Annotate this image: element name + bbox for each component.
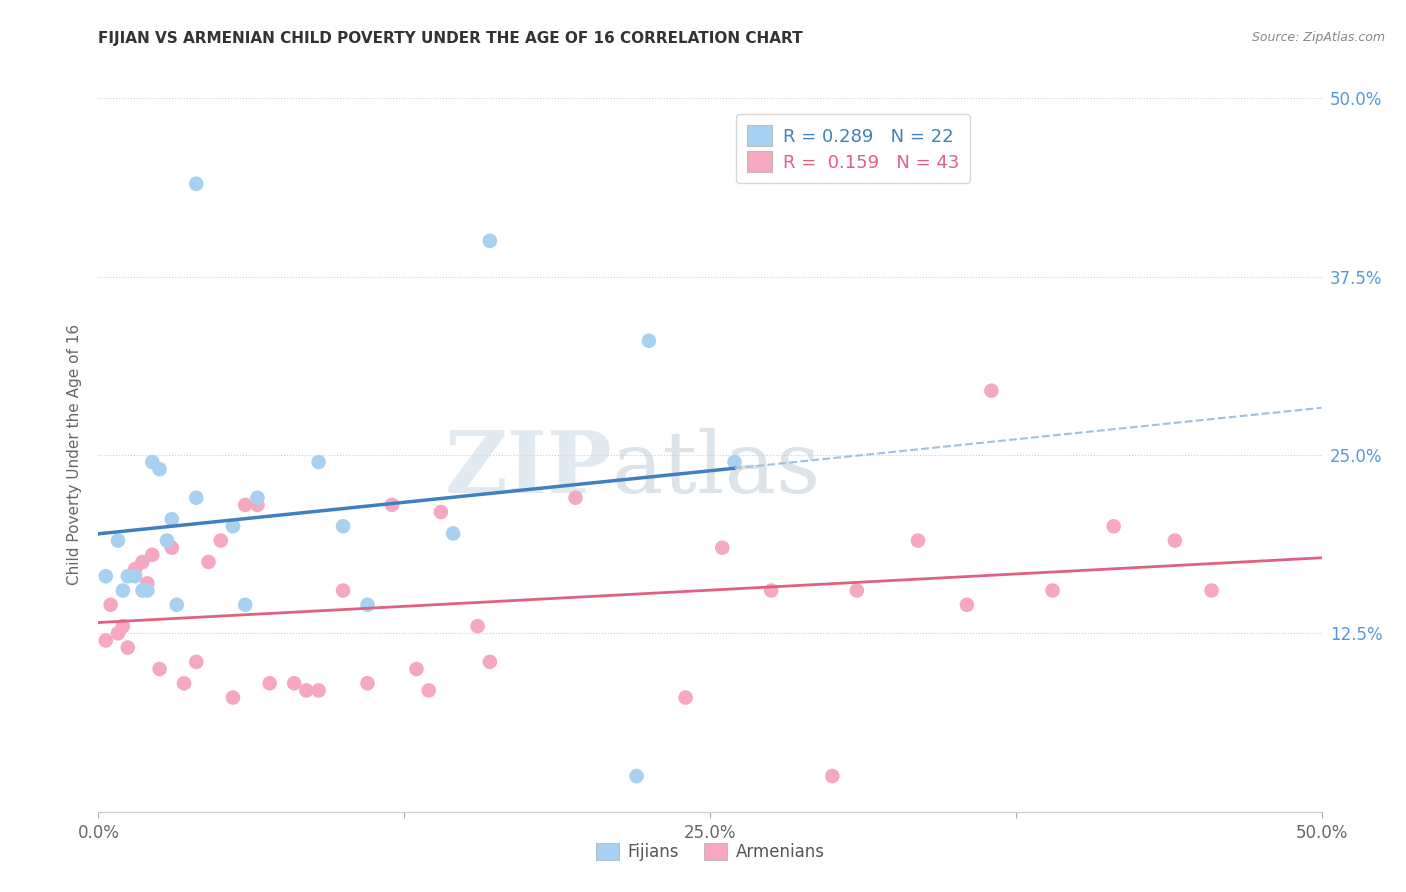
Point bbox=[149, 462, 172, 476]
Point bbox=[418, 683, 440, 698]
Point bbox=[246, 498, 269, 512]
Point bbox=[124, 562, 146, 576]
Point bbox=[626, 769, 648, 783]
Point bbox=[136, 583, 159, 598]
Point bbox=[638, 334, 661, 348]
Point bbox=[1201, 583, 1223, 598]
Point bbox=[711, 541, 734, 555]
Point bbox=[117, 569, 139, 583]
Point bbox=[356, 598, 378, 612]
Point bbox=[1042, 583, 1064, 598]
Point bbox=[246, 491, 269, 505]
Point bbox=[100, 598, 122, 612]
Text: ZIP: ZIP bbox=[444, 427, 612, 511]
Point bbox=[197, 555, 219, 569]
Point bbox=[430, 505, 453, 519]
Point bbox=[186, 491, 208, 505]
Point bbox=[141, 455, 163, 469]
Point bbox=[156, 533, 179, 548]
Point bbox=[111, 619, 134, 633]
Point bbox=[160, 541, 183, 555]
Point bbox=[166, 598, 188, 612]
Point bbox=[381, 498, 404, 512]
Text: Source: ZipAtlas.com: Source: ZipAtlas.com bbox=[1251, 31, 1385, 45]
Point bbox=[149, 662, 172, 676]
Point bbox=[907, 533, 929, 548]
Point bbox=[821, 769, 844, 783]
Point bbox=[283, 676, 305, 690]
Point bbox=[356, 676, 378, 690]
Point bbox=[332, 519, 354, 533]
Point bbox=[136, 576, 159, 591]
Point bbox=[94, 633, 117, 648]
Point bbox=[405, 662, 427, 676]
Point bbox=[1164, 533, 1187, 548]
Point bbox=[107, 533, 129, 548]
Point bbox=[117, 640, 139, 655]
Point bbox=[761, 583, 783, 598]
Point bbox=[209, 533, 232, 548]
Legend: Fijians, Armenians: Fijians, Armenians bbox=[589, 836, 831, 868]
Point bbox=[675, 690, 697, 705]
Point bbox=[564, 491, 586, 505]
Text: atlas: atlas bbox=[612, 427, 821, 511]
Point bbox=[94, 569, 117, 583]
Point bbox=[222, 690, 245, 705]
Point bbox=[107, 626, 129, 640]
Point bbox=[186, 655, 208, 669]
Point bbox=[233, 498, 256, 512]
Point bbox=[131, 583, 153, 598]
Point bbox=[131, 555, 153, 569]
Point bbox=[467, 619, 489, 633]
Point bbox=[723, 455, 745, 469]
Point bbox=[160, 512, 183, 526]
Point bbox=[111, 583, 134, 598]
Point bbox=[308, 683, 330, 698]
Point bbox=[478, 234, 501, 248]
Point bbox=[222, 519, 245, 533]
Point bbox=[956, 598, 979, 612]
Point bbox=[478, 655, 501, 669]
Point bbox=[308, 455, 330, 469]
Point bbox=[124, 569, 146, 583]
Text: FIJIAN VS ARMENIAN CHILD POVERTY UNDER THE AGE OF 16 CORRELATION CHART: FIJIAN VS ARMENIAN CHILD POVERTY UNDER T… bbox=[98, 31, 803, 46]
Point bbox=[332, 583, 354, 598]
Point bbox=[141, 548, 163, 562]
Point bbox=[1102, 519, 1125, 533]
Point bbox=[186, 177, 208, 191]
Point bbox=[233, 598, 256, 612]
Point bbox=[295, 683, 318, 698]
Point bbox=[441, 526, 464, 541]
Point bbox=[845, 583, 868, 598]
Point bbox=[259, 676, 281, 690]
Y-axis label: Child Poverty Under the Age of 16: Child Poverty Under the Age of 16 bbox=[67, 325, 83, 585]
Point bbox=[173, 676, 195, 690]
Point bbox=[980, 384, 1002, 398]
